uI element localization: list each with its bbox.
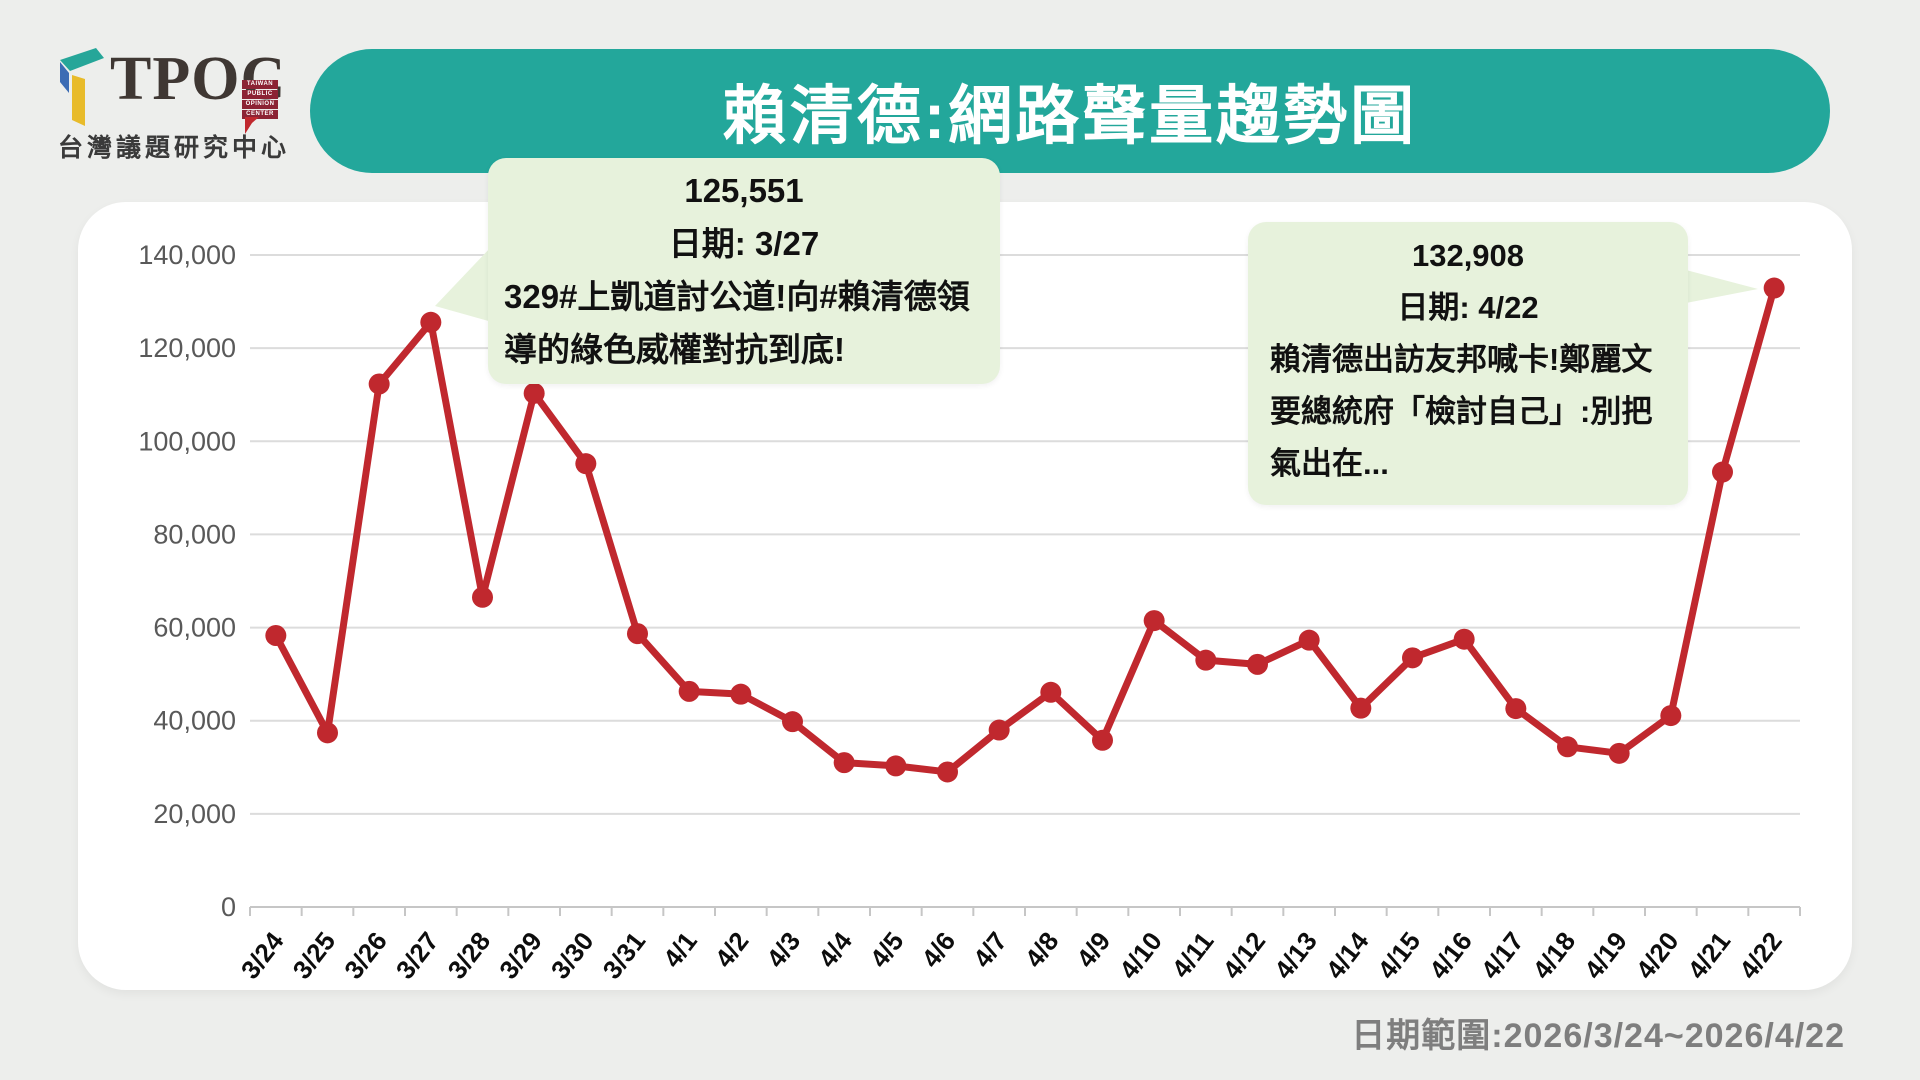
data-point-4/22 xyxy=(1763,277,1785,299)
x-axis-tick-label: 4/8 xyxy=(1019,926,1065,973)
x-axis-tick-label: 4/5 xyxy=(864,926,910,973)
x-axis-tick-label: 4/9 xyxy=(1070,926,1116,973)
data-point-3/29 xyxy=(523,382,545,404)
data-point-3/28 xyxy=(472,586,493,608)
data-point-4/20 xyxy=(1660,705,1682,727)
y-axis-tick-label: 100,000 xyxy=(138,426,236,456)
x-axis-tick-label: 3/27 xyxy=(390,926,445,984)
data-point-4/16 xyxy=(1453,628,1475,650)
y-axis-tick-label: 60,000 xyxy=(153,613,236,643)
x-axis-tick-label: 3/28 xyxy=(441,926,496,984)
data-point-4/14 xyxy=(1350,697,1372,719)
x-axis-tick-label: 4/11 xyxy=(1166,926,1220,983)
annotation-callout-422: 132,908 日期: 4/22 賴清德出訪友邦喊卡!鄭麗文要總統府「檢討自己」… xyxy=(1248,222,1688,505)
data-point-4/12 xyxy=(1247,653,1268,675)
data-point-4/10 xyxy=(1143,610,1165,632)
x-axis-tick-label: 4/17 xyxy=(1475,926,1530,984)
data-point-4/18 xyxy=(1557,736,1578,758)
x-axis-tick-label: 4/15 xyxy=(1371,926,1426,984)
data-point-4/7 xyxy=(988,719,1010,741)
title-banner: 賴清德:網路聲量趨勢圖 xyxy=(310,49,1830,173)
x-axis-tick-label: 4/19 xyxy=(1578,926,1633,984)
x-axis-tick-label: 4/14 xyxy=(1320,926,1375,985)
y-axis-tick-label: 140,000 xyxy=(138,240,236,270)
page-title: 賴清德:網路聲量趨勢圖 xyxy=(722,80,1418,152)
data-point-3/26 xyxy=(368,373,390,395)
org-name: 台灣議題研究中心 xyxy=(58,134,291,162)
x-axis-tick-label: 4/1 xyxy=(657,926,703,973)
tpoc-logo: TPOC TAIWAN PUBLIC OPINION CENTER 台灣議題研究… xyxy=(55,28,355,163)
data-point-4/19 xyxy=(1608,742,1630,764)
x-axis-tick-label: 4/18 xyxy=(1526,926,1581,984)
date-range-label: 日期範圍:2026/3/24~2026/4/22 xyxy=(1351,1017,1845,1055)
tpoc-logo-mark-icon xyxy=(60,48,104,126)
x-axis-tick-label: 4/2 xyxy=(709,926,755,973)
x-axis-tick-label: 3/31 xyxy=(596,926,651,984)
x-axis-tick-label: 3/29 xyxy=(493,926,548,984)
y-axis-tick-label: 20,000 xyxy=(153,799,236,829)
data-point-4/13 xyxy=(1298,629,1320,651)
x-axis-tick-label: 4/6 xyxy=(915,926,961,973)
annotation-headline: 賴清德出訪友邦喊卡!鄭麗文要總統府「檢討自己」:別把氣出在... xyxy=(1270,342,1653,481)
x-axis-tick-label: 3/30 xyxy=(545,926,600,984)
y-axis-tick-label: 0 xyxy=(221,892,236,922)
trend-line xyxy=(272,284,1778,776)
y-axis-tick-label: 80,000 xyxy=(153,519,236,549)
data-point-3/31 xyxy=(627,623,648,645)
annotation-value: 132,908 xyxy=(1411,238,1525,273)
callout-pointer-422 xyxy=(1686,270,1758,303)
brand-stack-line: PUBLIC xyxy=(242,90,278,99)
data-point-4/8 xyxy=(1040,681,1062,703)
y-axis-tick-label: 40,000 xyxy=(153,706,236,736)
data-point-4/9 xyxy=(1092,729,1113,751)
data-point-4/5 xyxy=(885,755,907,777)
x-axis-tick-label: 4/10 xyxy=(1113,926,1168,984)
data-point-4/21 xyxy=(1712,461,1733,483)
annotation-date: 日期: 3/27 xyxy=(668,225,820,262)
brand-stack-line: OPINION xyxy=(242,100,278,109)
data-point-3/24 xyxy=(265,624,287,646)
annotation-callout-327: 125,551 日期: 3/27 329#上凱道討公道!向#賴清德領導的綠色威權… xyxy=(488,158,1000,384)
brand-stack: TAIWAN PUBLIC OPINION CENTER xyxy=(242,80,278,120)
annotation-value: 125,551 xyxy=(684,172,804,209)
data-point-4/11 xyxy=(1195,649,1217,671)
x-axis-tick-label: 4/13 xyxy=(1268,926,1323,984)
data-point-3/30 xyxy=(575,453,597,475)
data-point-4/17 xyxy=(1505,698,1527,720)
brand-stack-line: CENTER xyxy=(242,110,278,119)
annotation-date: 日期: 4/22 xyxy=(1397,290,1539,325)
data-point-3/27 xyxy=(420,311,442,333)
data-point-4/3 xyxy=(782,711,803,733)
data-point-4/6 xyxy=(937,761,958,783)
x-axis-tick-label: 4/12 xyxy=(1216,926,1271,984)
data-point-4/1 xyxy=(678,680,700,702)
y-axis-tick-label: 120,000 xyxy=(138,333,236,363)
data-point-4/15 xyxy=(1402,647,1423,669)
x-axis-tick-label: 4/4 xyxy=(812,926,858,973)
x-axis-tick-label: 4/20 xyxy=(1630,926,1685,984)
x-axis-tick-label: 4/7 xyxy=(967,926,1013,973)
x-axis-tick-label: 3/26 xyxy=(338,926,393,984)
brand-arrow-icon xyxy=(245,117,259,134)
callout-pointer-327 xyxy=(435,246,492,322)
data-point-4/2 xyxy=(730,683,752,705)
data-point-3/25 xyxy=(317,722,338,744)
brand-stack-line: TAIWAN xyxy=(242,80,278,89)
x-axis-tick-label: 4/3 xyxy=(760,926,806,973)
x-axis-tick-label: 4/16 xyxy=(1423,926,1478,984)
data-point-4/4 xyxy=(833,752,855,774)
annotation-headline: 329#上凱道討公道!向#賴清德領導的綠色威權對抗到底! xyxy=(504,278,970,368)
x-axis-tick-label: 4/21 xyxy=(1681,926,1736,984)
x-axis-tick-label: 3/24 xyxy=(235,926,290,985)
x-axis-tick-label: 3/25 xyxy=(286,926,341,984)
x-axis-tick-label: 4/22 xyxy=(1733,926,1788,984)
